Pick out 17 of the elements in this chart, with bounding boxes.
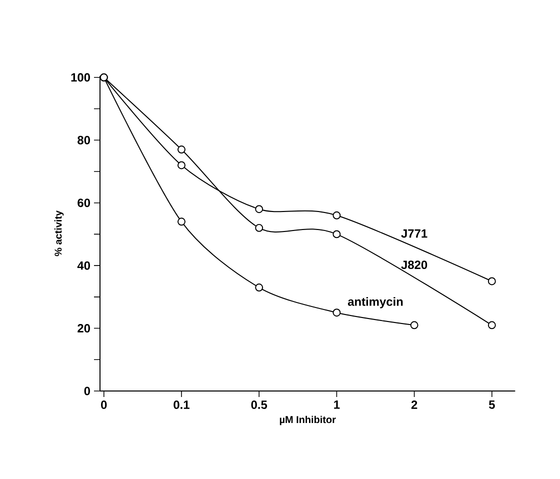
x-tick-label: 0.5	[251, 400, 268, 409]
x-axis-title: µM Inhibitor	[280, 416, 336, 426]
y-tick-label: 20	[78, 324, 90, 333]
series-label: antimycin	[348, 297, 403, 308]
x-tick-label: 0	[101, 400, 107, 409]
x-tick-label: 2	[411, 400, 418, 409]
y-tick-label: 100	[71, 73, 90, 82]
y-tick-label: 80	[78, 136, 90, 144]
y-tick-label: 40	[77, 261, 90, 270]
series-label: J771	[401, 229, 428, 238]
y-axis-title: % activity	[54, 210, 64, 256]
series-label: J820	[401, 260, 428, 270]
x-tick-label: 5	[488, 400, 495, 409]
y-tick-label: 0	[84, 386, 90, 396]
x-tick-label: 1	[334, 400, 340, 409]
x-tick-label: 0.1	[174, 400, 190, 409]
y-tick-label: 60	[78, 198, 90, 208]
